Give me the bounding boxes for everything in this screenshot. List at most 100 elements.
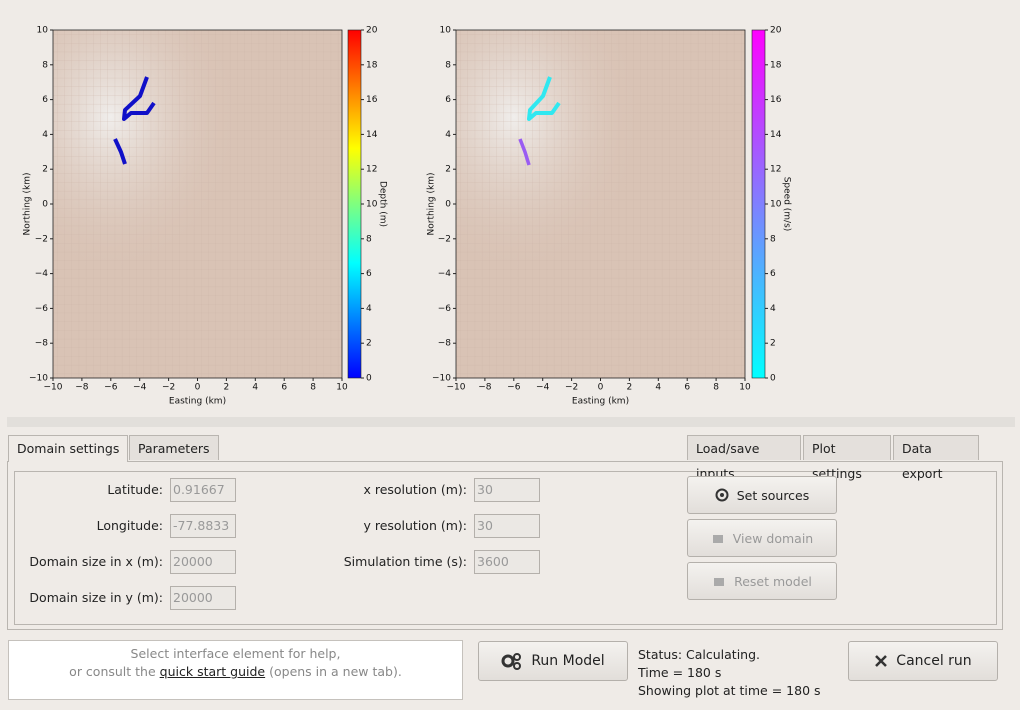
x-tick-label: 10: [739, 383, 751, 393]
x-tick-label: −2: [565, 383, 578, 393]
x-tick-label: −6: [507, 383, 521, 393]
button-label: Set sources: [736, 487, 810, 503]
y-tick-label: 0: [42, 200, 48, 210]
colorbar: [751, 29, 766, 379]
gear-icon: [501, 653, 522, 670]
y-tick-label: −8: [438, 339, 452, 349]
colorbar-tick-label: 4: [770, 304, 776, 314]
colorbar-tick-label: 20: [366, 26, 378, 36]
colorbar-tick-label: 6: [770, 269, 776, 279]
x-tick-label: −8: [75, 383, 89, 393]
map-grid: [53, 30, 342, 378]
y-tick-label: 8: [42, 60, 48, 70]
field-input[interactable]: 30: [474, 514, 540, 538]
tab[interactable]: Parameters: [129, 435, 219, 460]
plots: −10 −8 −6 −4 −2 0 2 4 6 8 10 −10 −8 −6 −4 −2 0 2 4 6 8 10 0 2 4 6…: [23, 26, 792, 407]
cancel-button[interactable]: Cancel run: [848, 641, 998, 681]
colorbar-tick-label: 6: [366, 269, 372, 279]
colorbar-tick-label: 10: [770, 200, 782, 210]
colorbar-tick-label: 16: [770, 95, 782, 105]
y-tick-label: −6: [438, 304, 452, 314]
colorbar-tick-label: 14: [366, 130, 378, 140]
y-tick-label: 4: [445, 130, 451, 140]
settings-group: [14, 471, 997, 625]
y-tick-label: 10: [440, 26, 452, 36]
field-input[interactable]: 20000: [170, 586, 236, 610]
quick-start-link[interactable]: quick start guide: [159, 664, 266, 679]
y-tick-label: −6: [35, 304, 49, 314]
flow-speed-front: [518, 138, 531, 166]
x-tick-label: 2: [224, 383, 230, 393]
button-label: View domain: [732, 530, 814, 546]
button[interactable]: Set sources: [687, 476, 837, 514]
colorbar-tick-label: 2: [770, 339, 776, 349]
colorbar-tick-label: 18: [366, 60, 378, 70]
colorbar-tick-label: 0: [366, 374, 372, 384]
flow-speed: [527, 76, 561, 121]
x-tick-label: 4: [655, 383, 661, 393]
x-tick-label: 6: [684, 383, 690, 393]
y-tick-label: −8: [35, 339, 49, 349]
x-tick-label: −8: [478, 383, 492, 393]
y-tick-label: 8: [445, 60, 451, 70]
tab[interactable]: Plot settings: [803, 435, 891, 481]
status-line: Status: Calculating.: [638, 647, 761, 662]
x-tick-label: 0: [598, 383, 604, 393]
colorbar-tick-label: 8: [366, 234, 372, 244]
field-input[interactable]: -77.8833: [170, 514, 236, 538]
status-line: Time = 180 s: [638, 665, 722, 680]
y-tick-label: −10: [29, 374, 48, 384]
icon: [712, 535, 723, 543]
colorbar-tick-label: 18: [770, 60, 782, 70]
colorbar-tick-label: 12: [770, 165, 781, 175]
y-tick-label: 10: [37, 26, 49, 36]
run-button[interactable]: Run Model: [478, 641, 628, 681]
y-tick-label: 2: [42, 165, 48, 175]
field-input[interactable]: 30: [474, 478, 540, 502]
colorbar-tick-label: 20: [770, 26, 782, 36]
flow-depth: [113, 76, 156, 165]
help-text: Select interface element for help,: [130, 646, 341, 661]
x-tick-label: −4: [133, 383, 147, 393]
icon: [714, 578, 725, 586]
map: [52, 29, 343, 379]
x-axis-label: Easting (km): [169, 397, 226, 407]
tab[interactable]: Load/save inputs: [687, 435, 801, 481]
help-text: (opens in a new tab).: [269, 664, 402, 679]
y-tick-label: −4: [35, 269, 49, 279]
colorbar: [347, 29, 362, 379]
x-tick-label: −10: [447, 383, 466, 393]
y-axis-label: Northing (km): [23, 173, 33, 236]
x-axis-label: Easting (km): [572, 397, 629, 407]
field-label: y resolution (m):: [363, 518, 467, 533]
field-input[interactable]: 20000: [170, 550, 236, 574]
x-tick-label: −6: [104, 383, 118, 393]
button: View domain: [687, 519, 837, 557]
y-tick-label: −2: [438, 234, 451, 244]
field-input[interactable]: 0.91667: [170, 478, 236, 502]
field-label: Domain size in x (m):: [29, 554, 163, 569]
field-label: Simulation time (s):: [343, 554, 467, 569]
y-tick-label: −4: [438, 269, 452, 279]
x-tick-label: 4: [252, 383, 258, 393]
field-input[interactable]: 3600: [474, 550, 540, 574]
colorbar-tick-label: 16: [366, 95, 378, 105]
status: Status: Calculating. Time = 180 s Showin…: [638, 646, 821, 700]
x-tick-label: 6: [281, 383, 287, 393]
splitter[interactable]: [7, 417, 1015, 427]
tab[interactable]: Domain settings: [8, 435, 129, 462]
help-text: or consult the: [69, 664, 156, 679]
button: Reset model: [687, 562, 837, 600]
y-tick-label: −10: [432, 374, 451, 384]
colorbar-tick-label: 14: [770, 130, 782, 140]
colorbar-tick-label: 4: [366, 304, 372, 314]
colorbar-tick-label: 2: [366, 339, 372, 349]
button-label: Reset model: [734, 573, 812, 589]
tab[interactable]: Data export: [893, 435, 979, 481]
run-label: Run Model: [531, 653, 605, 669]
cancel-label: Cancel run: [896, 653, 972, 669]
x-tick-label: −2: [162, 383, 175, 393]
map: [455, 29, 746, 379]
y-tick-label: 6: [42, 95, 48, 105]
